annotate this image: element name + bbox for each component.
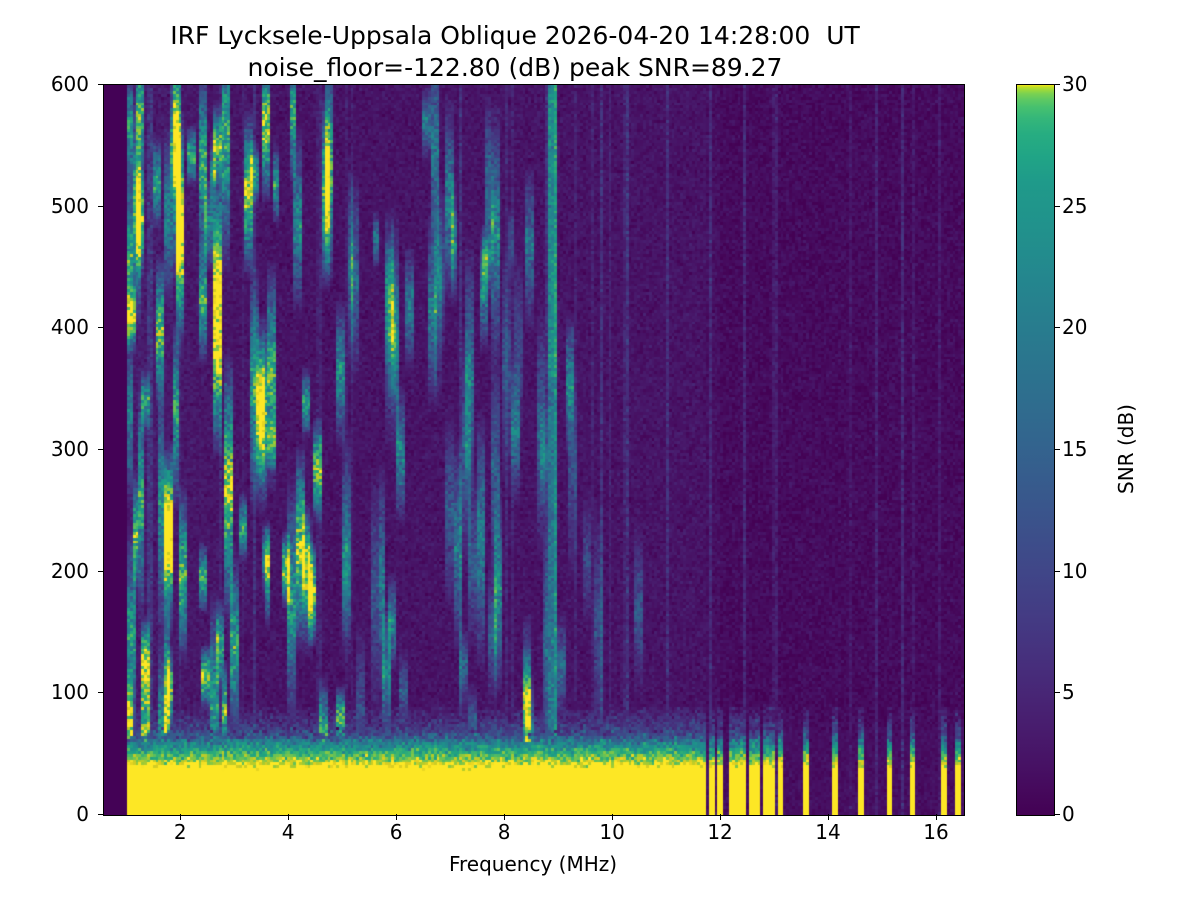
colorbar-tick-label: 20 [1062, 315, 1088, 340]
y-tick-label: 600 [50, 72, 89, 96]
x-tick-label: 8 [497, 820, 511, 844]
colorbar-tick-mark [1054, 449, 1060, 451]
x-tick-mark [720, 814, 722, 820]
y-tick-mark [97, 205, 103, 207]
colorbar-tick-mark [1054, 84, 1060, 86]
plot-axes [103, 84, 965, 816]
x-tick-mark [612, 814, 614, 820]
y-tick-mark [97, 692, 103, 694]
y-tick-label: 0 [76, 802, 89, 826]
x-tick-mark [504, 814, 506, 820]
y-tick-label: 100 [50, 680, 89, 705]
y-tick-mark [97, 84, 103, 86]
x-tick-mark [288, 814, 290, 820]
x-tick-mark [180, 814, 182, 820]
colorbar-tick-label: 5 [1062, 680, 1075, 705]
colorbar-tick-label: 10 [1062, 558, 1088, 583]
colorbar-tick-mark [1054, 814, 1060, 816]
colorbar [1016, 84, 1055, 816]
colorbar-tick-mark [1054, 327, 1060, 329]
x-tick-label: 10 [599, 820, 625, 844]
title-line-2: noise_floor=-122.80 (dB) peak SNR=89.27 [247, 53, 783, 82]
colorbar-tick-label: 15 [1062, 437, 1088, 461]
x-tick-mark [396, 814, 398, 820]
x-tick-label: 16 [923, 820, 949, 844]
colorbar-tick-label: 0 [1062, 802, 1075, 826]
x-tick-label: 14 [815, 820, 841, 844]
y-tick-mark [97, 449, 103, 451]
y-tick-label: 300 [50, 437, 89, 461]
colorbar-tick-mark [1054, 570, 1060, 572]
colorbar-tick-mark [1054, 692, 1060, 694]
title-line-1: IRF Lycksele-Uppsala Oblique 2026-04-20 … [170, 21, 860, 50]
x-axis-label: Frequency (MHz) [448, 852, 618, 876]
ionogram-heatmap [104, 85, 964, 815]
figure-title: IRF Lycksele-Uppsala Oblique 2026-04-20 … [0, 20, 1030, 84]
x-tick-label: 12 [707, 820, 733, 844]
x-tick-label: 2 [173, 820, 187, 844]
x-tick-label: 4 [281, 820, 295, 844]
x-tick-mark [828, 814, 830, 820]
y-tick-label: 400 [50, 315, 89, 340]
y-tick-label: 500 [50, 193, 89, 218]
y-tick-mark [97, 327, 103, 329]
colorbar-tick-label: 30 [1062, 72, 1088, 96]
colorbar-tick-mark [1054, 205, 1060, 207]
y-tick-label: 200 [50, 558, 89, 583]
x-tick-label: 6 [389, 820, 403, 844]
colorbar-tick-label: 25 [1062, 193, 1088, 218]
y-tick-mark [97, 814, 103, 816]
x-tick-mark [936, 814, 938, 820]
y-tick-mark [97, 570, 103, 572]
